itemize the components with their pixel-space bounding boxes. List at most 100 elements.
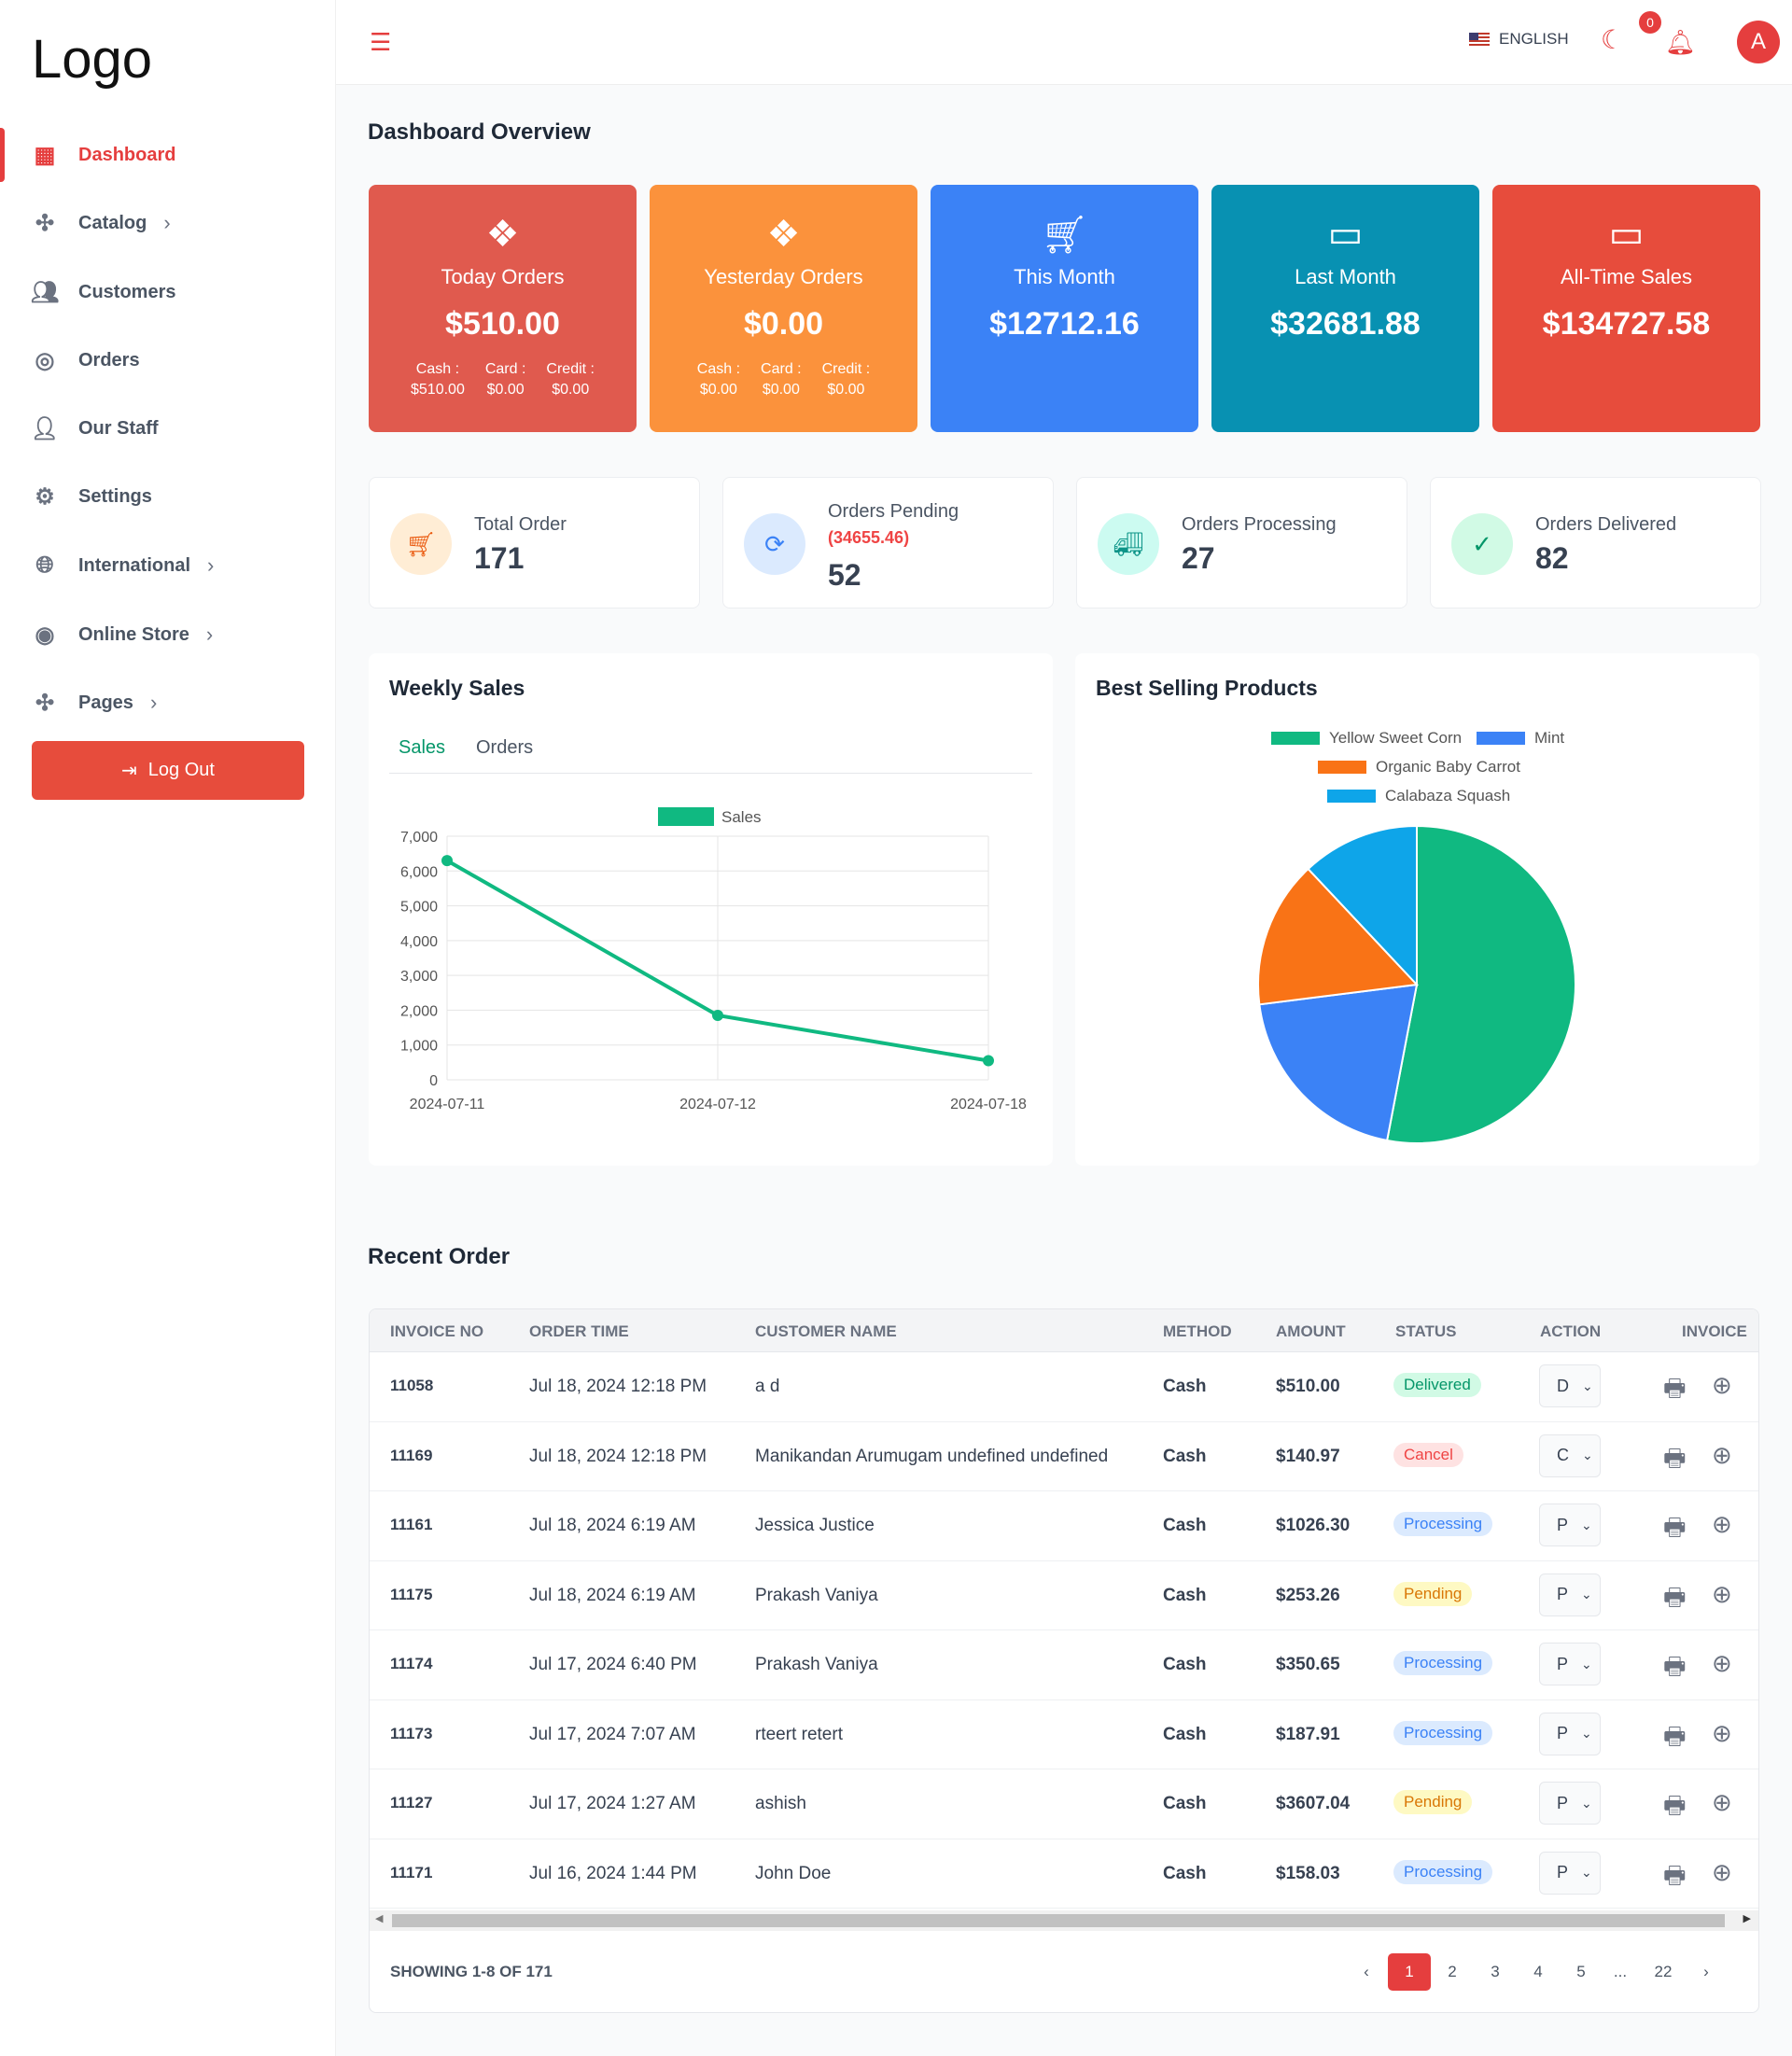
- zoom-in-icon[interactable]: ⊕: [1712, 1649, 1732, 1677]
- pie-slice: [1307, 824, 1418, 987]
- status-badge: Processing: [1393, 1859, 1493, 1884]
- page-button[interactable]: 1: [1388, 1953, 1431, 1991]
- horizontal-scrollbar[interactable]: ◀ ▶: [370, 1910, 1758, 1931]
- zoom-in-icon[interactable]: ⊕: [1712, 1510, 1732, 1538]
- sidebar-item-dashboard[interactable]: ▦ Dashboard: [0, 128, 336, 182]
- refresh-icon: ⟳: [744, 513, 805, 575]
- dark-mode-toggle-icon[interactable]: ☾: [1601, 25, 1625, 54]
- status-select[interactable]: P ⌄: [1539, 1504, 1601, 1546]
- sidebar-item-catalog[interactable]: ✣ Catalog ›: [0, 200, 336, 246]
- card-title: Last Month: [1295, 265, 1396, 288]
- best-selling-panel: Best Selling Products Yellow Sweet Corn M…: [1075, 653, 1759, 1166]
- zoom-in-icon[interactable]: ⊕: [1712, 1788, 1732, 1816]
- tab-orders[interactable]: Orders: [476, 737, 534, 758]
- sidebar-item-orders[interactable]: ◎ Orders: [0, 337, 336, 384]
- chevron-right-icon: ›: [163, 211, 171, 234]
- table-row: 11161 Jul 18, 2024 6:19 AM Jessica Justice…: [370, 1491, 1758, 1561]
- status-select[interactable]: P ⌄: [1539, 1782, 1601, 1825]
- slack-icon: ✣: [35, 690, 55, 716]
- status-select[interactable]: P ⌄: [1539, 1851, 1601, 1895]
- logout-button[interactable]: ⇥ Log Out: [32, 741, 304, 800]
- pie-slice: [1256, 867, 1420, 1006]
- printer-icon[interactable]: 🖶︎: [1663, 1582, 1687, 1611]
- compass-icon: ◎: [35, 347, 55, 373]
- scroll-right-icon[interactable]: ▶: [1743, 1913, 1751, 1924]
- printer-icon[interactable]: 🖶︎: [1663, 1513, 1687, 1541]
- zoom-in-icon[interactable]: ⊕: [1712, 1579, 1732, 1608]
- sidebar-item-label: Dashboard: [78, 144, 176, 165]
- sidebar-item-international[interactable]: 🌐︎ International ›: [0, 542, 336, 589]
- overview-card: ▭ Last Month $32681.88: [1211, 185, 1479, 432]
- sidebar-item-pages[interactable]: ✣ Pages ›: [0, 679, 336, 726]
- sidebar-item-online-store[interactable]: ◉ Online Store ›: [0, 611, 336, 658]
- stat-value: 171: [474, 541, 525, 575]
- weekly-sales-chart: Sales 0 1,000 2,000 3,000 4,000 5,000 6,000 7,00…: [400, 807, 1027, 1112]
- zoom-in-icon[interactable]: ⊕: [1712, 1371, 1732, 1399]
- sidebar-item-our-staff[interactable]: 👤︎ Our Staff: [0, 405, 336, 452]
- status-select[interactable]: P ⌄: [1539, 1573, 1601, 1616]
- zoom-in-icon[interactable]: ⊕: [1712, 1857, 1732, 1886]
- sidebar-item-settings[interactable]: ⚙ Settings: [0, 473, 336, 520]
- avatar[interactable]: A: [1737, 21, 1780, 63]
- breakdown-item: Cash : $0.00: [697, 359, 740, 400]
- breakdown-label: Card :: [484, 361, 526, 377]
- card-value: $0.00: [743, 306, 824, 342]
- page-button[interactable]: 22: [1654, 1963, 1673, 1980]
- select-value: P: [1557, 1585, 1569, 1603]
- page-button[interactable]: 3: [1491, 1963, 1500, 1980]
- order-time: Jul 17, 2024 1:27 AM: [529, 1794, 696, 1813]
- recent-order-title: Recent Order: [368, 1244, 511, 1269]
- status-select[interactable]: C ⌄: [1539, 1434, 1601, 1477]
- payment-method: Cash: [1163, 1794, 1207, 1813]
- globe-icon: 🌐︎: [35, 552, 54, 578]
- status-select[interactable]: P ⌄: [1539, 1643, 1601, 1685]
- breakdown-label: Credit :: [546, 361, 595, 377]
- user-icon: 👤︎: [30, 415, 60, 441]
- printer-icon[interactable]: 🖶︎: [1663, 1721, 1687, 1750]
- page-button[interactable]: 4: [1533, 1963, 1543, 1980]
- printer-icon[interactable]: 🖶︎: [1663, 1860, 1687, 1889]
- bell-icon[interactable]: 🔔︎: [1665, 28, 1697, 56]
- sidebar-item-customers[interactable]: 👥︎ Customers: [0, 269, 336, 315]
- prev-page-button[interactable]: ‹: [1364, 1963, 1369, 1980]
- zoom-in-icon[interactable]: ⊕: [1712, 1718, 1732, 1747]
- breakdown-value: $510.00: [411, 382, 465, 398]
- next-page-button[interactable]: ›: [1703, 1963, 1709, 1980]
- tab-sales[interactable]: Sales: [399, 737, 446, 758]
- printer-icon[interactable]: 🖶︎: [1663, 1791, 1687, 1819]
- breakdown-label: Credit :: [821, 361, 871, 377]
- page-button[interactable]: 5: [1576, 1963, 1586, 1980]
- printer-icon[interactable]: 🖶︎: [1663, 1652, 1687, 1680]
- data-point: [441, 855, 453, 867]
- scroll-left-icon[interactable]: ◀: [375, 1913, 384, 1924]
- status-badge: Delivered: [1393, 1373, 1481, 1397]
- status-select[interactable]: P ⌄: [1539, 1712, 1601, 1755]
- customer-name: John Doe: [755, 1863, 832, 1883]
- invoice-number: 11175: [390, 1585, 433, 1603]
- payment-breakdown: Cash : $510.00 Card : $0.00 Credit : $0.00: [369, 359, 637, 400]
- printer-icon[interactable]: 🖶︎: [1663, 1443, 1687, 1472]
- printer-icon[interactable]: 🖶︎: [1663, 1374, 1687, 1402]
- order-amount: $253.26: [1276, 1585, 1340, 1605]
- overview-card: ❖ Yesterday Orders $0.00 Cash : $0.00 Card : $…: [650, 185, 917, 432]
- table-header: INVOICE NO ORDER TIME CUSTOMER NAME METHOD A…: [370, 1309, 1758, 1352]
- logo: Logo: [32, 29, 153, 90]
- breakdown-value: $0.00: [486, 382, 525, 398]
- zoom-in-icon[interactable]: ⊕: [1712, 1440, 1732, 1469]
- customer-name: Prakash Vaniya: [755, 1655, 878, 1674]
- invoice-number: 11171: [390, 1863, 433, 1881]
- menu-toggle-icon[interactable]: ☰: [370, 28, 392, 56]
- page-button[interactable]: ...: [1613, 1963, 1628, 1980]
- credit-card-icon: ▭: [1608, 214, 1645, 255]
- status-select[interactable]: D ⌄: [1539, 1364, 1601, 1407]
- chevron-down-icon: ⌄: [1582, 1448, 1593, 1462]
- table-row: 11173 Jul 17, 2024 7:07 AM rteert retert Ca…: [370, 1700, 1758, 1769]
- sidebar-item-label: Catalog: [78, 212, 147, 233]
- page-button[interactable]: 2: [1448, 1963, 1457, 1980]
- breakdown-item: Credit : $0.00: [822, 359, 871, 400]
- breakdown-label: Cash :: [415, 361, 460, 377]
- scrollbar-thumb[interactable]: [392, 1914, 1725, 1927]
- logout-icon: ⇥: [121, 761, 137, 781]
- invoice-number: 11173: [390, 1724, 433, 1742]
- language-selector[interactable]: ENGLISH: [1469, 30, 1569, 49]
